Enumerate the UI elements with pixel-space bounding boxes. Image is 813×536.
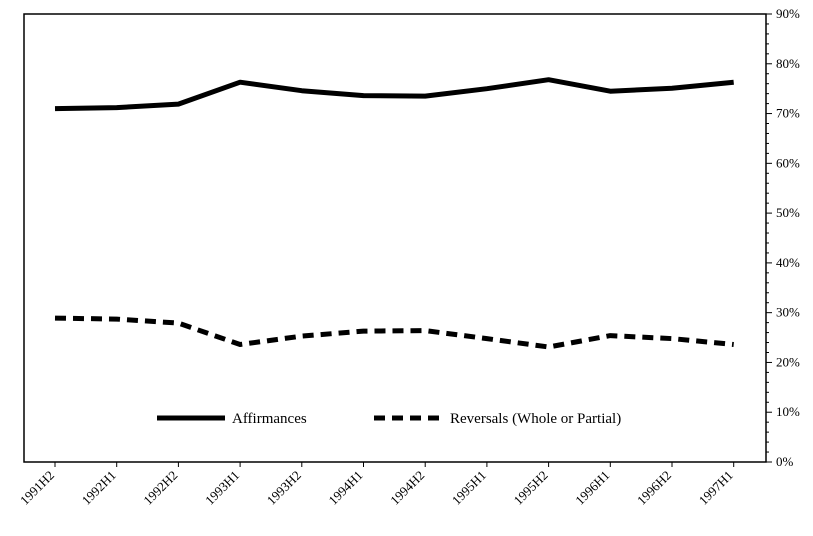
y-tick-label: 50% bbox=[776, 205, 800, 220]
y-tick-label: 30% bbox=[776, 305, 800, 320]
legend-label-affirmances: Affirmances bbox=[232, 411, 307, 427]
legend-label-reversals: Reversals (Whole or Partial) bbox=[450, 411, 621, 427]
y-tick-label: 10% bbox=[776, 404, 800, 419]
x-tick-label: 1994H1 bbox=[325, 468, 365, 508]
series-line-reversals bbox=[54, 315, 734, 350]
y-axis: 0% 10% 20% 30% 40% 50% 60% 70% 80% 90% bbox=[766, 6, 800, 469]
y-tick-label: 90% bbox=[776, 6, 800, 21]
x-tick-label: 1992H1 bbox=[79, 468, 119, 508]
x-tick-label: 1993H2 bbox=[264, 468, 304, 508]
x-axis: 1991H2 1992H1 1992H2 1993H1 1993H2 1994H1 1994… bbox=[17, 462, 736, 508]
x-tick-label: 1992H2 bbox=[140, 468, 180, 508]
y-tick-label: 80% bbox=[776, 56, 800, 71]
x-tick-label: 1997H1 bbox=[696, 468, 736, 508]
y-tick-label: 40% bbox=[776, 255, 800, 270]
y-tick-label: 70% bbox=[776, 106, 800, 121]
series-line-affirmances bbox=[54, 77, 734, 112]
x-tick-label: 1991H2 bbox=[17, 468, 57, 508]
series-layer bbox=[54, 77, 734, 350]
x-tick-label: 1996H1 bbox=[572, 468, 612, 508]
x-tick-label: 1993H1 bbox=[202, 468, 242, 508]
y-tick-label: 0% bbox=[776, 454, 794, 469]
x-tick-label: 1995H1 bbox=[449, 468, 489, 508]
y-tick-label: 60% bbox=[776, 155, 800, 170]
x-tick-label: 1995H2 bbox=[510, 468, 550, 508]
plot-area-frame bbox=[23, 13, 767, 463]
x-tick-label: 1994H2 bbox=[387, 468, 427, 508]
legend: Affirmances Reversals (Whole or Partial) bbox=[157, 411, 621, 427]
y-tick-label: 20% bbox=[776, 354, 800, 369]
x-tick-label: 1996H2 bbox=[634, 468, 674, 508]
